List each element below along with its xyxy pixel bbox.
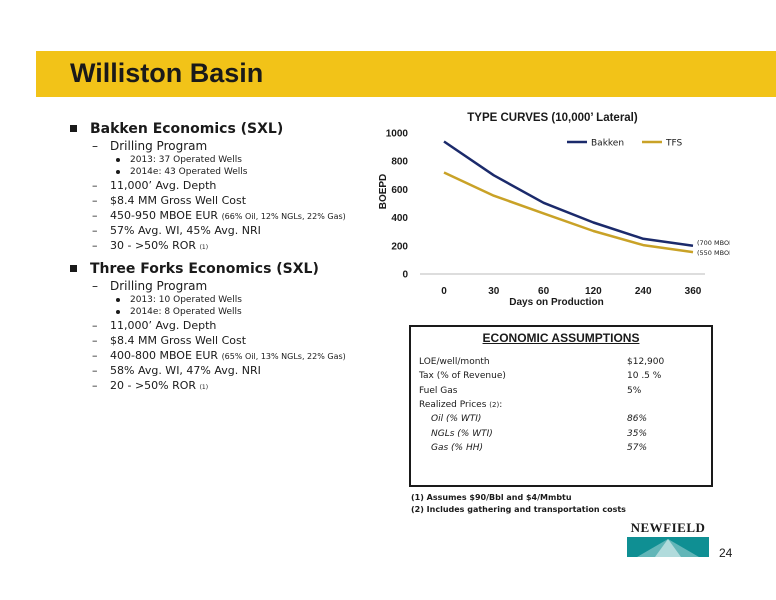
dot-bullet-icon xyxy=(116,158,120,162)
bakken-well-2014: 2014e: 43 Operated Wells xyxy=(70,166,346,178)
y-tick-label: 200 xyxy=(391,241,408,252)
square-bullet-icon xyxy=(70,265,77,272)
x-tick-label: 30 xyxy=(488,286,500,297)
bakken-ror: –30 - >50% ROR (1) xyxy=(92,239,209,252)
series-end-label: (550 MBOE) xyxy=(697,249,730,257)
series-line-bakken xyxy=(443,140,694,248)
title-bar xyxy=(36,51,776,97)
bakken-section: Bakken Economics (SXL) – Drilling Program… xyxy=(70,119,346,253)
threeforks-heading: Three Forks Economics (SXL) xyxy=(70,259,346,279)
series-line-tfs xyxy=(443,171,694,254)
bakken-depth: –11,000’ Avg. Depth xyxy=(92,179,217,192)
y-axis-label: BOEPD xyxy=(378,174,389,210)
dot-bullet-icon xyxy=(116,298,120,302)
bakken-program: – Drilling Program xyxy=(92,139,208,153)
y-tick-label: 1000 xyxy=(386,129,409,140)
bakken-well-2013: 2013: 37 Operated Wells xyxy=(70,154,346,166)
square-bullet-icon xyxy=(70,125,77,132)
bakken-cost: – $8.4 MM Gross Well Cost xyxy=(92,194,247,207)
threeforks-program: – Drilling Program xyxy=(92,279,208,293)
y-tick-label: 0 xyxy=(402,270,408,281)
dot-bullet-icon xyxy=(116,310,120,314)
threeforks-eur: –400-800 MBOE EUR (65% Oil, 13% NGLs, 22… xyxy=(92,349,346,362)
chart-title: TYPE CURVES (10,000’ Lateral) xyxy=(467,112,638,124)
logo-text: NEWFIELD xyxy=(630,520,706,535)
assumptions-title: ECONOMIC ASSUMPTIONS xyxy=(482,331,640,345)
y-tick-label: 600 xyxy=(391,185,408,196)
bakken-eur: –450-950 MBOE EUR (66% Oil, 12% NGLs, 22… xyxy=(92,209,346,222)
threeforks-section: Three Forks Economics (SXL) – Drilling Pr… xyxy=(70,259,346,393)
page-number: 24 xyxy=(719,546,733,560)
bakken-wi: –57% Avg. WI, 45% Avg. NRI xyxy=(92,224,261,237)
x-tick-label: 120 xyxy=(585,286,602,297)
legend-label: Bakken xyxy=(591,139,624,149)
footnote-2: (2) Includes gathering and transportatio… xyxy=(411,505,626,514)
x-tick-label: 0 xyxy=(441,286,447,297)
threeforks-wi: –58% Avg. WI, 47% Avg. NRI xyxy=(92,364,261,377)
threeforks-well-2014: 2014e: 8 Operated Wells xyxy=(70,306,346,318)
type-curves-chart: TYPE CURVES (10,000’ Lateral)02004006008… xyxy=(378,112,730,308)
x-tick-label: 240 xyxy=(635,286,652,297)
x-tick-label: 60 xyxy=(538,286,550,297)
bakken-heading: Bakken Economics (SXL) xyxy=(70,119,346,139)
x-tick-label: 360 xyxy=(685,286,702,297)
threeforks-well-2013: 2013: 10 Operated Wells xyxy=(70,294,346,306)
series-end-label: (700 MBOE) xyxy=(697,239,730,247)
economic-assumptions-box: ECONOMIC ASSUMPTIONS LOE/well/month $12,9… xyxy=(409,325,713,487)
threeforks-cost: – $8.4 MM Gross Well Cost xyxy=(92,334,247,347)
footnote-1: (1) Assumes $90/Bbl and $4/Mmbtu xyxy=(411,493,572,502)
threeforks-ror: –20 - >50% ROR (1) xyxy=(92,379,209,392)
legend-label: TFS xyxy=(665,139,683,149)
newfield-logo: NEWFIELD xyxy=(627,520,709,558)
y-tick-label: 800 xyxy=(391,157,408,168)
y-tick-label: 400 xyxy=(391,213,408,224)
dot-bullet-icon xyxy=(116,170,120,174)
threeforks-depth: –11,000’ Avg. Depth xyxy=(92,319,217,332)
x-axis-label: Days on Production xyxy=(509,297,603,308)
logo-mark-icon xyxy=(627,537,709,557)
page-title: Williston Basin xyxy=(70,58,264,88)
